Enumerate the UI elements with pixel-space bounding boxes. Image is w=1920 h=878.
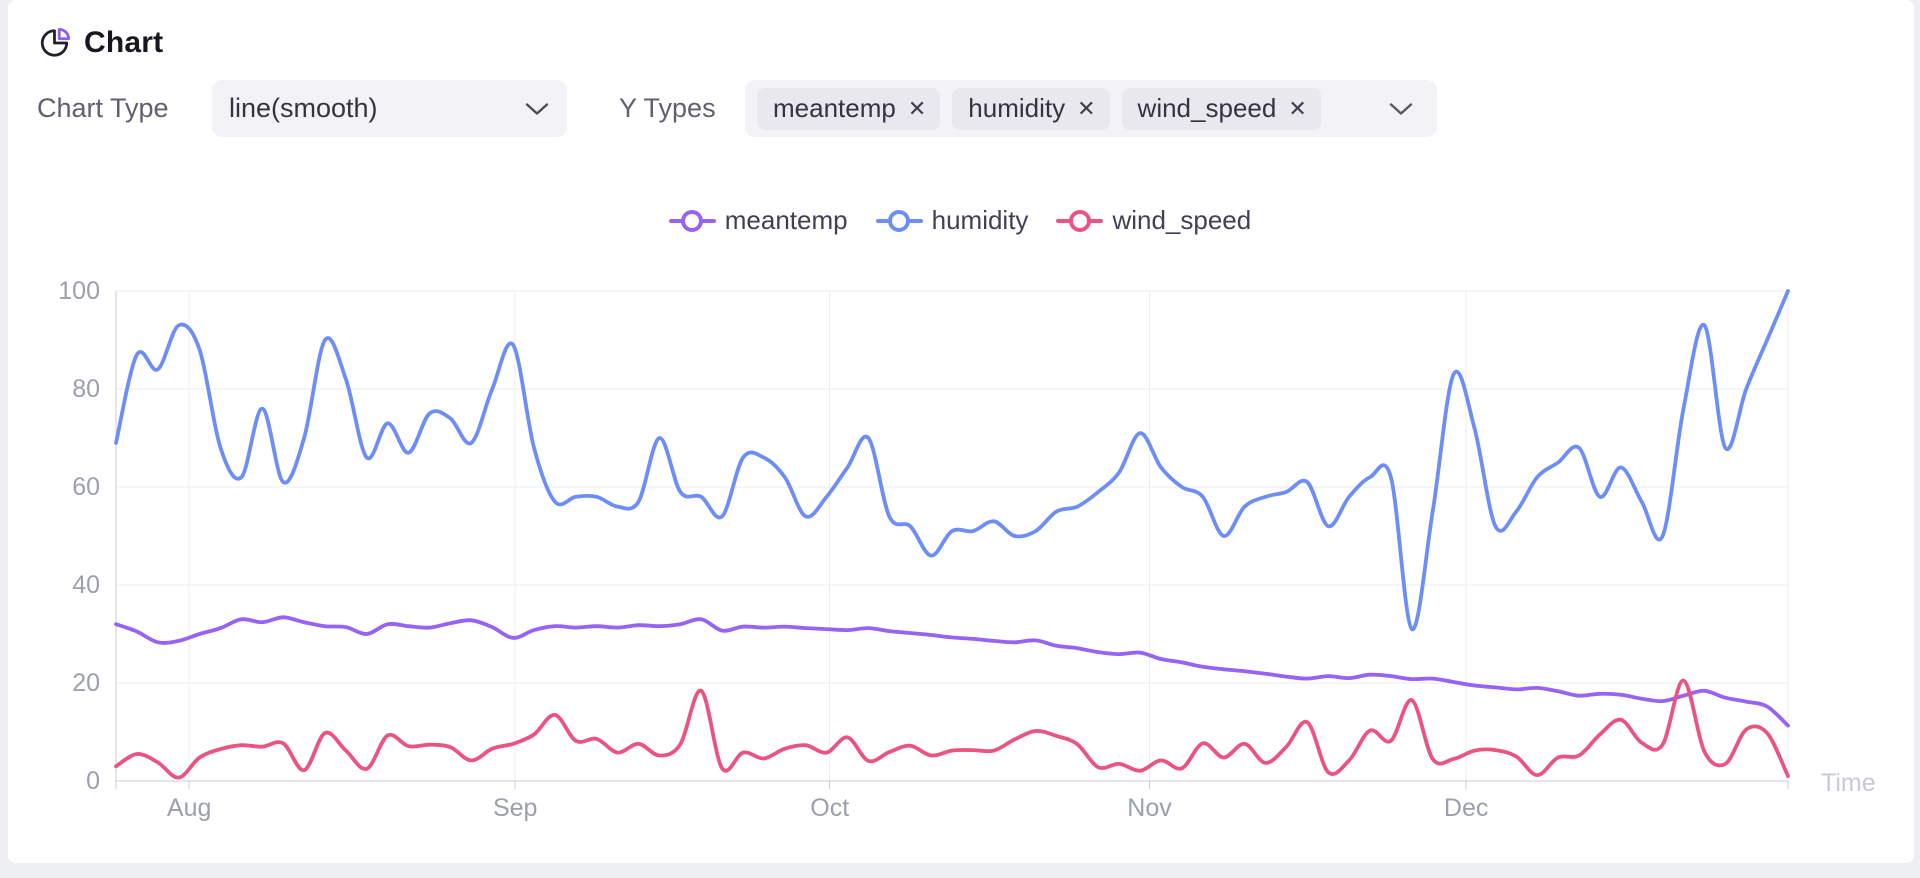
- y-axis-tick-label: 0: [86, 767, 100, 795]
- tag-label: humidity: [968, 93, 1066, 123]
- y-type-tag-humidity[interactable]: humidity ✕: [952, 87, 1110, 130]
- pie-chart-icon: [40, 28, 70, 57]
- chevron-down-icon: [1389, 102, 1413, 115]
- page-title: Chart: [84, 26, 164, 59]
- legend-line-marker-icon: [875, 209, 923, 232]
- y-axis-tick-label: 60: [72, 473, 100, 501]
- chart-type-label: Chart Type: [37, 93, 169, 123]
- series-line-wind_speed: [114, 678, 1790, 780]
- x-axis-month-label: Dec: [1443, 794, 1489, 822]
- series-line-humidity: [114, 289, 1790, 632]
- remove-tag-icon[interactable]: ✕: [1077, 95, 1096, 121]
- tag-label: meantemp: [773, 93, 896, 123]
- x-axis-name: Time: [1821, 769, 1876, 797]
- legend-line-marker-icon: [668, 209, 716, 232]
- remove-tag-icon[interactable]: ✕: [907, 95, 927, 121]
- legend-item-humidity[interactable]: humidity: [875, 205, 1029, 236]
- legend-item-wind_speed[interactable]: wind_speed: [1056, 205, 1251, 236]
- y-type-tag-meantemp[interactable]: meantemp ✕: [757, 87, 941, 130]
- chart-legend: meantemp humidity wind_speed: [0, 205, 1920, 236]
- y-axis-tick-label: 100: [58, 277, 100, 305]
- series-line-meantemp: [114, 615, 1790, 728]
- x-axis-month-label: Oct: [810, 794, 850, 822]
- legend-label: meantemp: [724, 205, 848, 235]
- legend-label: humidity: [931, 205, 1029, 235]
- y-axis-tick-label: 20: [72, 669, 100, 697]
- y-types-label: Y Types: [619, 93, 716, 123]
- legend-label: wind_speed: [1112, 205, 1252, 235]
- legend-line-marker-icon: [1056, 209, 1104, 232]
- x-axis-month-label: Nov: [1127, 794, 1172, 822]
- chart-card: [8, 0, 1914, 863]
- y-types-multiselect[interactable]: meantemp ✕ humidity ✕ wind_speed ✕: [745, 80, 1437, 137]
- chart-type-value: line(smooth): [229, 93, 378, 123]
- header: Chart: [38, 24, 163, 62]
- y-axis-tick-label: 40: [72, 571, 100, 599]
- x-axis-month-label: Sep: [492, 794, 538, 822]
- legend-item-meantemp[interactable]: meantemp: [668, 205, 848, 236]
- x-axis-month-label: Aug: [166, 794, 212, 822]
- y-type-tag-wind_speed[interactable]: wind_speed ✕: [1121, 87, 1321, 130]
- y-axis-tick-label: 80: [72, 375, 100, 403]
- tag-label: wind_speed: [1137, 93, 1277, 123]
- chevron-down-icon: [525, 102, 549, 115]
- chart-type-select[interactable]: line(smooth): [212, 80, 567, 137]
- remove-tag-icon[interactable]: ✕: [1288, 95, 1307, 121]
